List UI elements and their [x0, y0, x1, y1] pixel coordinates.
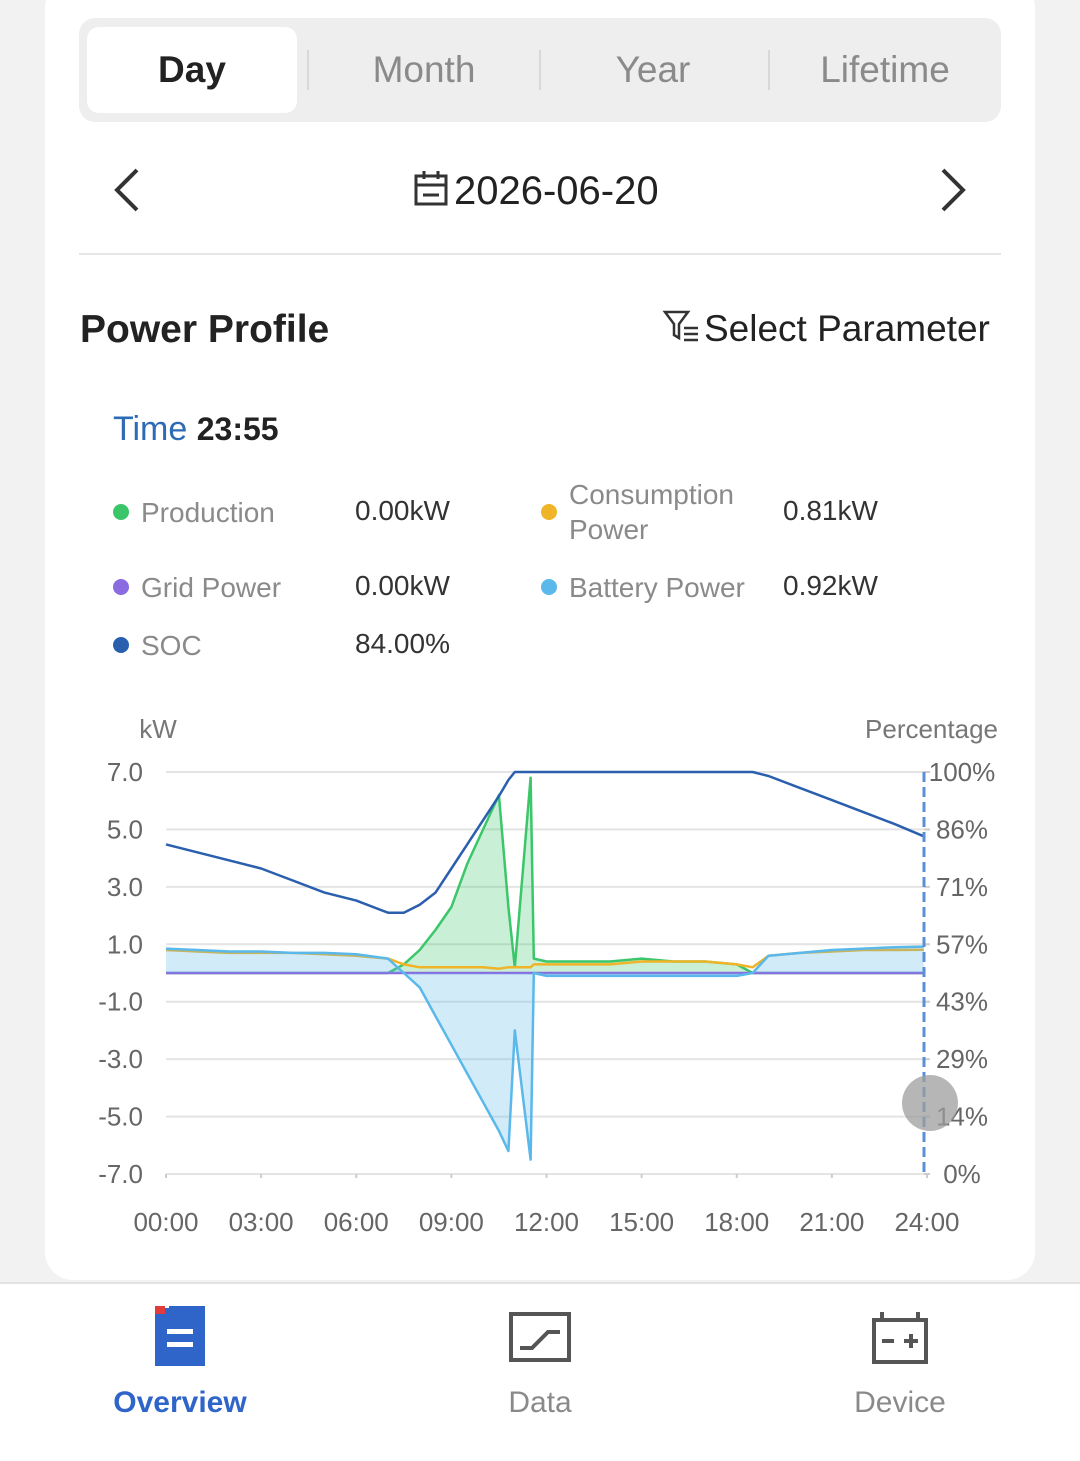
area — [166, 946, 924, 1160]
nav-icons — [155, 1306, 928, 1366]
calendar-icon — [414, 171, 448, 206]
card — [45, 0, 1035, 1280]
expand-button[interactable] — [902, 1075, 958, 1131]
x-tick-label: 21:00 — [799, 1207, 864, 1237]
y2-tick-label: 100% — [929, 757, 996, 787]
legend-name: Battery Power — [569, 571, 745, 603]
time-readout: Time 23:55 — [113, 410, 279, 449]
data-icon[interactable] — [509, 1312, 571, 1362]
legend-dot — [541, 504, 557, 520]
date-row: 2026-06-20 — [79, 168, 1001, 255]
nav-label[interactable]: Device — [854, 1386, 946, 1419]
y-tick-label: 7.0 — [107, 757, 143, 787]
y2-tick-label: 86% — [936, 814, 988, 844]
legend-value: 84.00% — [355, 628, 450, 659]
y-tick-label: -1.0 — [98, 987, 143, 1017]
x-tick-label: 18:00 — [704, 1207, 769, 1237]
series-line — [165, 948, 924, 970]
legend-name: Consumption Power — [569, 479, 734, 545]
x-tick-label: 00:00 — [133, 1207, 198, 1237]
tab-bar: Day Month Year Lifetime — [79, 18, 1001, 122]
nav-label[interactable]: Overview — [113, 1386, 247, 1419]
tab[interactable]: Day — [87, 27, 297, 113]
next-arrow[interactable] — [941, 168, 966, 212]
legend-value: 0.92kW — [783, 570, 878, 601]
y-tick-label: 3.0 — [107, 872, 143, 902]
tab[interactable]: Year — [615, 49, 691, 90]
legend-dot — [113, 504, 129, 520]
tab[interactable]: Month — [372, 49, 476, 90]
legend-dot — [113, 637, 129, 653]
x-tick-label: 03:00 — [229, 1207, 294, 1237]
y-tick-label: -3.0 — [98, 1044, 143, 1074]
series-line — [165, 945, 924, 1161]
time-label: Time — [113, 410, 188, 448]
legend-dot — [541, 579, 557, 595]
device-icon[interactable] — [872, 1312, 928, 1364]
bottom-nav: Overview Data Device — [0, 1282, 1080, 1461]
legend-value: 0.81kW — [783, 495, 878, 526]
y-tick-label: -5.0 — [98, 1102, 143, 1132]
y2-axis-label: Percentage — [865, 714, 998, 744]
y-tick-label: -7.0 — [98, 1159, 143, 1189]
date[interactable]: 2026-06-20 — [454, 169, 659, 213]
y2-tick-label: 71% — [936, 872, 988, 902]
y2-tick-label: 43% — [936, 987, 988, 1017]
legend-value: 0.00kW — [355, 570, 450, 601]
y-axis-label: kW — [139, 714, 177, 744]
tab[interactable]: Lifetime — [820, 49, 950, 90]
section-title: Power Profile — [80, 308, 330, 351]
x-tick-label: 09:00 — [419, 1207, 484, 1237]
legend-name: SOC — [141, 629, 202, 661]
x-tick-label: 24:00 — [894, 1207, 959, 1237]
prev-arrow[interactable] — [114, 168, 139, 212]
x-tick-label: 12:00 — [514, 1207, 579, 1237]
y-tick-label: 5.0 — [107, 814, 143, 844]
filter-icon — [662, 310, 698, 342]
y2-tick-label: 0% — [943, 1159, 981, 1189]
legend-dot — [113, 579, 129, 595]
y2-tick-label: 29% — [936, 1044, 988, 1074]
overview-icon[interactable] — [155, 1306, 205, 1366]
y2-tick-label: 57% — [936, 929, 988, 959]
y-tick-label: 1.0 — [107, 929, 143, 959]
x-tick-label: 06:00 — [324, 1207, 389, 1237]
time-value: 23:55 — [196, 411, 279, 447]
legend-name: Production — [141, 496, 275, 528]
x-tick-label: 15:00 — [609, 1207, 674, 1237]
legend-value: 0.00kW — [355, 495, 450, 526]
chart: kW Percentage 7.0 5.0 3.0 1.0 -1.0 -3.0 -5.0 -7… — [98, 714, 998, 1237]
series-line — [165, 770, 925, 914]
select-parameter[interactable]: Select Parameter — [704, 308, 990, 349]
nav-label[interactable]: Data — [508, 1386, 572, 1419]
legend-name: Grid Power — [141, 571, 282, 603]
